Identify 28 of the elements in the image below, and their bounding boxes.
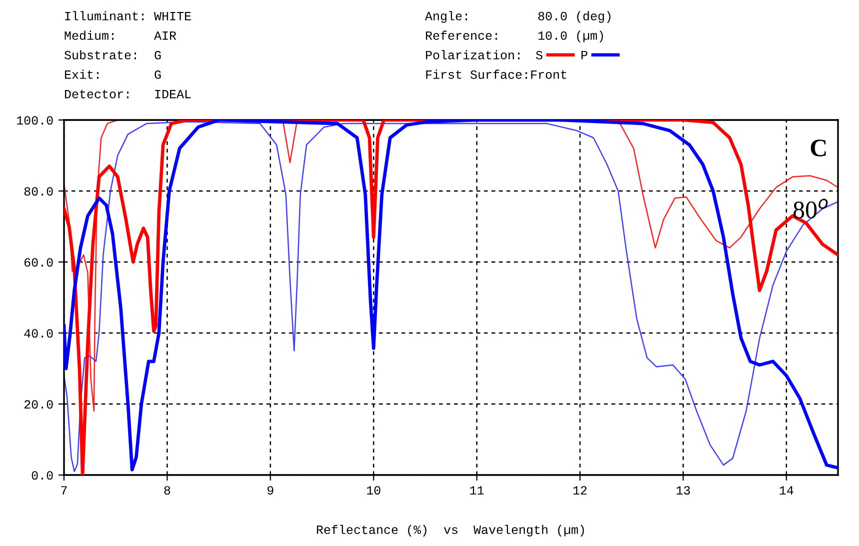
annotation: 80$^{o}$	[793, 198, 828, 218]
x-tick-label: 14	[780, 486, 794, 494]
text: Exit: G	[64, 70, 161, 79]
x-tick-label: 9	[268, 486, 274, 495]
x-tick-label: 13	[676, 486, 690, 495]
annotation: C	[810, 140, 826, 156]
text: Reference: 10.0 (µm)	[426, 30, 603, 42]
x-tick-label: 11	[470, 486, 484, 494]
y-tick-label: 20.0	[24, 400, 53, 409]
y-tick-label: 80.0	[24, 187, 53, 196]
text: Polarization:	[426, 50, 520, 60]
x-tick-label: 7	[61, 486, 67, 494]
y-tick-label: 0.0	[32, 471, 53, 480]
y-tick-label: 100.0	[16, 116, 53, 125]
text: Detector: IDEAL	[64, 90, 191, 98]
text: Substrate: G	[64, 50, 161, 60]
x-tick-label: 10	[367, 486, 380, 495]
text: Medium: AIR	[64, 30, 176, 40]
x-tick-label: 12	[573, 486, 587, 494]
x-tick-label: 8	[164, 486, 170, 495]
text: Angle: 80.0 (deg)	[425, 11, 610, 23]
y-tick-label: 60.0	[24, 258, 53, 267]
y-tick-label: 40.0	[24, 329, 53, 338]
text: Illuminant: WHITE	[65, 11, 191, 20]
legend-label: S	[536, 50, 542, 60]
text: First Surface:Front	[426, 70, 566, 79]
legend-label: P	[581, 51, 588, 60]
x-axis-title: Reflectance (%) vs Wavelength (µm)	[316, 524, 584, 536]
